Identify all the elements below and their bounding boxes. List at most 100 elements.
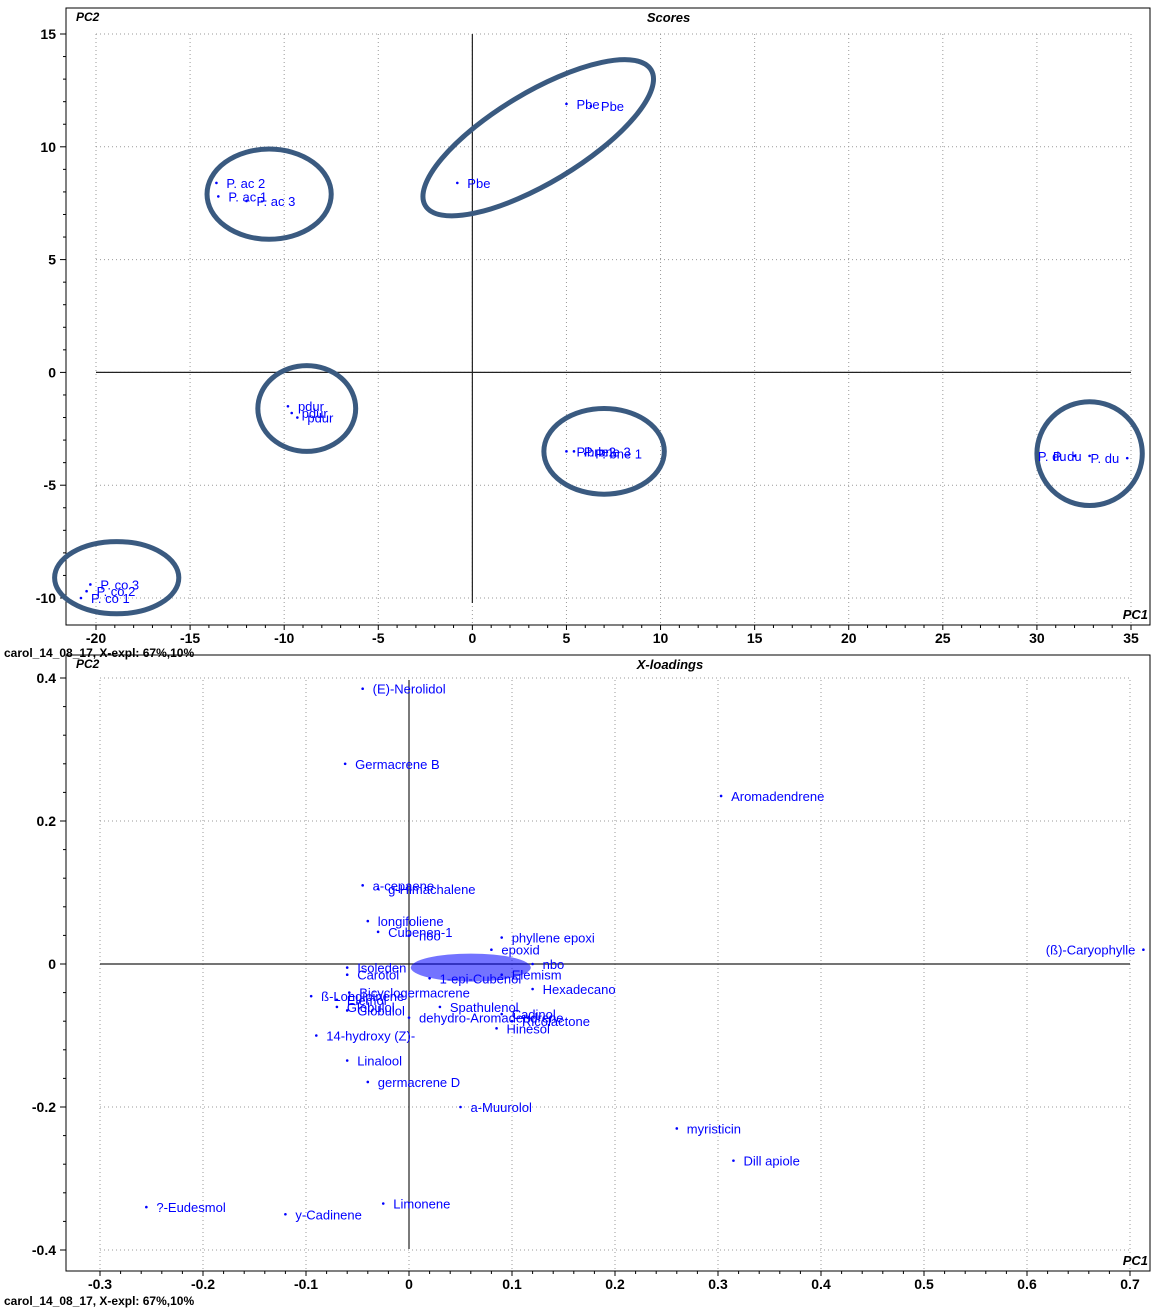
point-label: Germacrene B	[355, 757, 440, 772]
point-label: pdur	[298, 399, 325, 414]
x-axis-label: PC1	[1123, 607, 1148, 622]
data-point	[284, 1212, 287, 1216]
data-point	[366, 919, 370, 923]
x-tick-label: 25	[935, 630, 951, 646]
data-point	[85, 589, 88, 593]
point-label: noo	[419, 928, 441, 943]
x-tick-label: 10	[653, 630, 669, 646]
data-point	[675, 1127, 679, 1130]
data-point	[732, 1159, 735, 1162]
point-label: Linalool	[357, 1054, 402, 1069]
data-point	[1125, 456, 1129, 460]
data-point	[572, 450, 576, 453]
point-label: a-Muurolol	[471, 1100, 533, 1115]
data-point	[510, 1019, 514, 1023]
data-point	[345, 1059, 349, 1062]
cluster-circle	[420, 57, 657, 219]
y-tick-label: 5	[48, 252, 56, 268]
point-label: dehydro-Aromadendrene	[419, 1011, 564, 1026]
y-tick-label: 0.2	[37, 813, 57, 829]
point-label: Pbe	[601, 99, 624, 114]
data-point	[719, 794, 723, 798]
data-point	[376, 930, 380, 934]
data-point	[79, 596, 83, 600]
point-label: longifoliene	[378, 914, 444, 929]
data-point	[145, 1205, 148, 1209]
point-label: nbo	[543, 957, 565, 972]
x-tick-label: -5	[372, 630, 385, 646]
point-label: pdur	[302, 406, 329, 421]
data-point	[490, 948, 493, 951]
x-tick-label: -10	[274, 630, 294, 646]
plot-frame	[65, 7, 1151, 626]
point-label: ?-Eudesmol	[156, 1200, 225, 1215]
data-point	[335, 1005, 339, 1009]
x-tick-label: 0.3	[708, 1276, 728, 1292]
x-tick-label: -0.3	[88, 1276, 112, 1292]
point-label: (E)-Nerolidol	[373, 682, 446, 697]
y-axis-label: PC2	[76, 657, 100, 671]
chart-title: Scores	[647, 10, 690, 25]
x-tick-label: -20	[86, 630, 106, 646]
data-point	[495, 1027, 498, 1030]
point-label: Cadinol	[512, 1007, 556, 1022]
point-label: P.bne2	[576, 444, 616, 459]
point-label: Limonene	[393, 1197, 450, 1212]
x-tick-label: 30	[1029, 630, 1045, 646]
scores-footer-label: carol_14_08_17, X-expl: 67%,10%	[4, 646, 195, 660]
point-label: P. bne 3	[584, 444, 631, 459]
data-point	[376, 887, 380, 891]
data-point	[215, 181, 218, 185]
point-label: myristicin	[687, 1121, 741, 1136]
data-point	[565, 102, 568, 106]
data-point	[296, 416, 299, 419]
chart-title: X-loadings	[636, 657, 703, 672]
dense-point-cluster	[410, 953, 531, 982]
point-label: Cubenen-1	[388, 925, 452, 940]
x-tick-label: 35	[1123, 630, 1139, 646]
point-label: P. bne 1	[595, 447, 642, 462]
point-label: Globulol	[347, 1000, 395, 1015]
data-point	[407, 1016, 411, 1019]
point-label: germacrene D	[378, 1075, 460, 1090]
point-label: epoxid	[501, 943, 539, 958]
y-axis-label: PC2	[76, 10, 100, 24]
y-tick-label: -0.4	[32, 1242, 56, 1258]
data-point	[1073, 454, 1076, 458]
x-tick-label: -15	[180, 630, 200, 646]
data-point	[500, 1012, 504, 1016]
data-point	[335, 998, 339, 1002]
cluster-circle	[541, 405, 667, 497]
x-tick-label: -0.1	[294, 1276, 318, 1292]
point-label: Elemol	[347, 993, 387, 1008]
point-label: Ricolactone	[522, 1014, 590, 1029]
point-label: Pbe	[467, 176, 490, 191]
data-point	[531, 962, 534, 966]
x-tick-label: 15	[747, 630, 763, 646]
y-tick-label: 15	[40, 26, 56, 42]
data-point	[381, 1202, 385, 1205]
data-point	[345, 973, 349, 977]
point-label: phyllene epoxi	[512, 931, 595, 946]
point-label: Dill apiole	[743, 1154, 799, 1169]
data-point	[589, 104, 593, 108]
x-tick-label: 0.1	[502, 1276, 522, 1292]
x-tick-label: 5	[563, 630, 571, 646]
data-point	[407, 934, 411, 937]
data-point	[366, 1080, 370, 1084]
point-label: y-Cadinene	[295, 1207, 362, 1222]
x-tick-label: 0.4	[811, 1276, 831, 1292]
data-point	[565, 450, 568, 453]
x-tick-label: 0.2	[605, 1276, 625, 1292]
scores-plot: 15 10 5 0 -5 -10 -20 -15 -10 -5 0 5 10 15 20 25 30 35 Scor…	[36, 7, 1151, 646]
data-point	[315, 1034, 318, 1037]
data-point	[290, 411, 294, 415]
data-point	[438, 1005, 442, 1009]
y-tick-label: 10	[40, 139, 56, 155]
data-point	[89, 583, 92, 586]
data-point	[456, 181, 459, 185]
point-label: Isoleden	[357, 961, 406, 976]
data-point	[217, 195, 220, 198]
point-label: P. co 1	[91, 591, 130, 606]
